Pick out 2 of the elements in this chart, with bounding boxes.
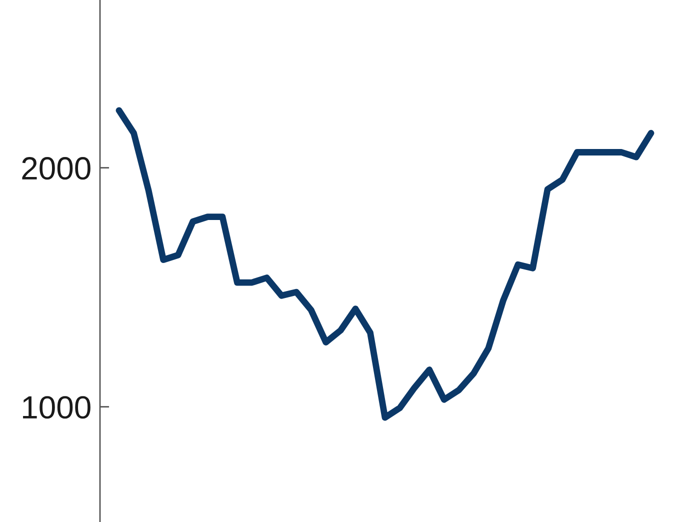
y-tick-label: 1000 bbox=[23, 396, 90, 419]
y-tick-label: 2000 bbox=[22, 157, 90, 180]
